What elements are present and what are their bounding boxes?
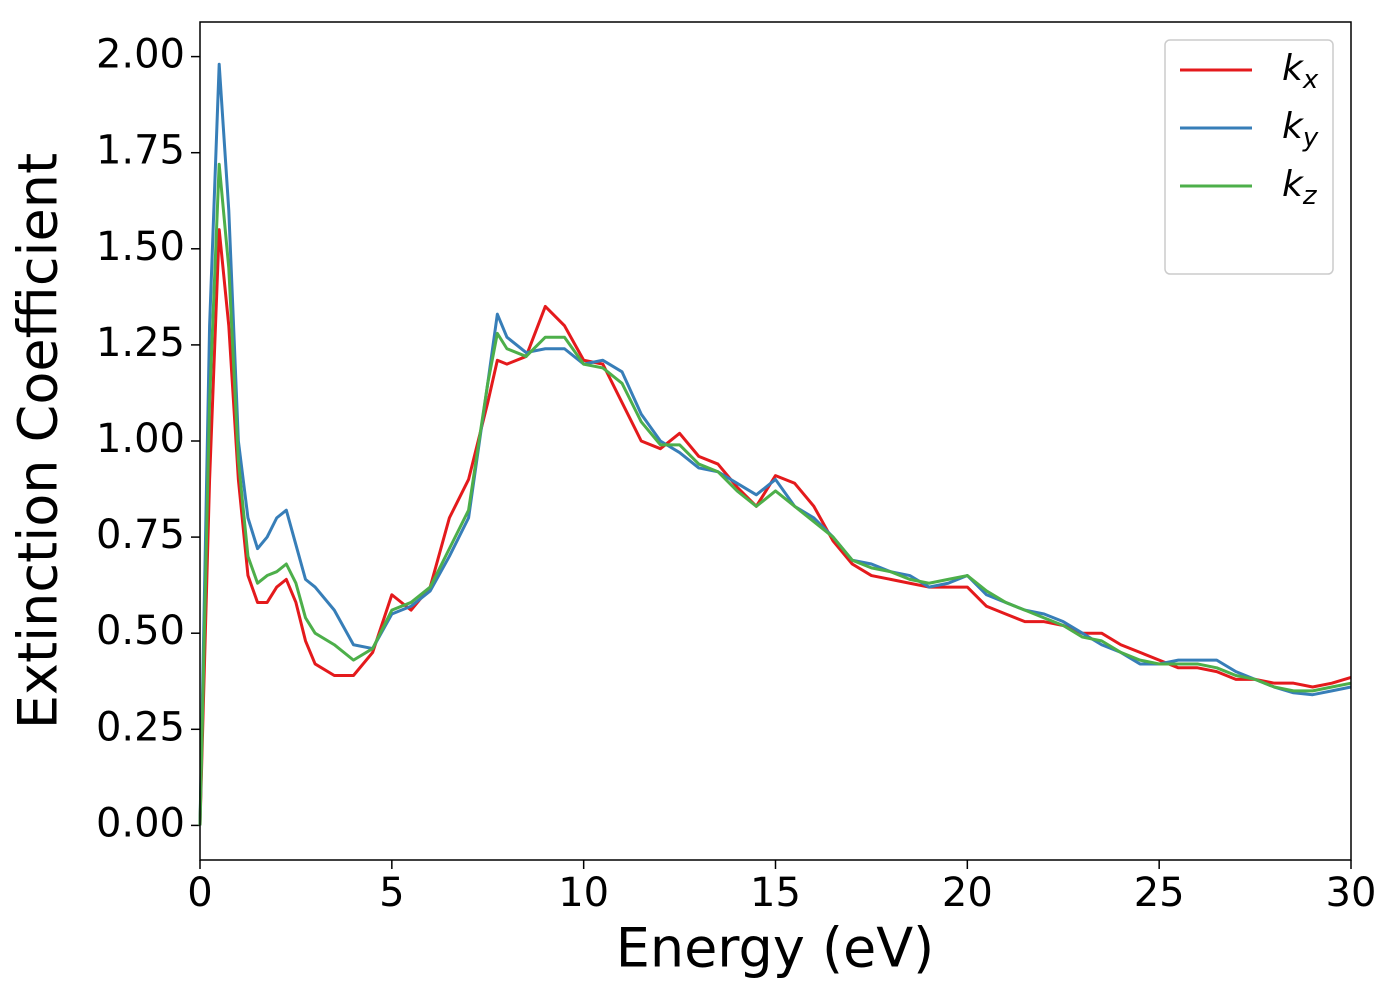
data-line bbox=[198, 62, 1352, 826]
plot-frame bbox=[199, 21, 1352, 861]
x-tick-label: 5 bbox=[379, 870, 404, 916]
legend-label: kz bbox=[1282, 164, 1318, 211]
legend-label: ky bbox=[1282, 106, 1319, 153]
y-tick-label: 0.25 bbox=[96, 704, 185, 750]
y-tick-label: 0.00 bbox=[96, 800, 185, 846]
y-tick-label: 1.75 bbox=[96, 128, 185, 174]
y-tick-label: 1.00 bbox=[96, 416, 185, 462]
y-tick-label: 1.50 bbox=[96, 224, 185, 270]
x-tick-label: 0 bbox=[187, 870, 212, 916]
x-tick-label: 15 bbox=[750, 870, 801, 916]
y-tick-label: 0.50 bbox=[96, 608, 185, 654]
x-tick-label: 25 bbox=[1134, 870, 1185, 916]
x-tick-label: 30 bbox=[1326, 870, 1377, 916]
data-line bbox=[198, 162, 1352, 826]
legend-label: kx bbox=[1282, 48, 1319, 95]
x-tick-label: 20 bbox=[942, 870, 993, 916]
y-tick-label: 2.00 bbox=[96, 32, 185, 78]
x-axis-label: Energy (eV) bbox=[616, 917, 935, 980]
y-axis-label: Extinction Coefficient bbox=[7, 153, 70, 729]
y-tick-label: 0.75 bbox=[96, 512, 185, 558]
y-tick-label: 1.25 bbox=[96, 320, 185, 366]
x-tick-label: 10 bbox=[558, 870, 609, 916]
data-line bbox=[198, 228, 1352, 826]
legend-box bbox=[1164, 39, 1334, 275]
